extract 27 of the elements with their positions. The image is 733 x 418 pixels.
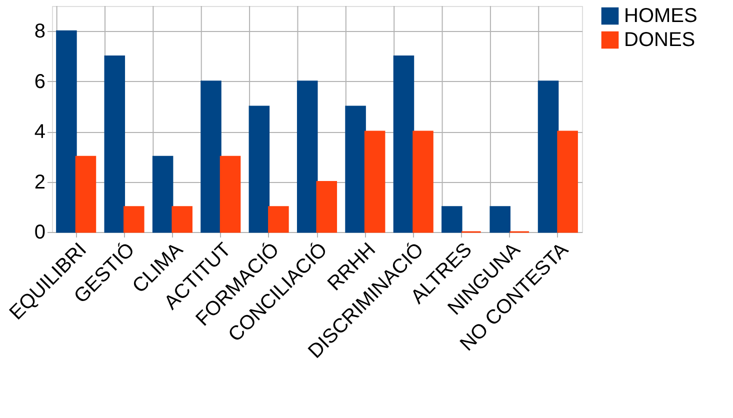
legend-label: DONES xyxy=(624,29,696,51)
bar xyxy=(124,206,144,233)
bar xyxy=(557,130,578,233)
bar xyxy=(75,156,96,233)
bar xyxy=(104,55,126,233)
bar xyxy=(248,106,270,233)
bar xyxy=(200,80,222,233)
bar xyxy=(152,156,174,233)
y-tick-label: 4 xyxy=(34,121,46,144)
bar xyxy=(56,30,77,233)
legend-label: HOMES xyxy=(624,5,698,27)
bar xyxy=(538,80,559,233)
bar xyxy=(490,206,510,233)
bar xyxy=(268,206,289,233)
bar xyxy=(220,156,241,233)
bar xyxy=(345,106,366,233)
y-tick-label: 2 xyxy=(34,171,46,194)
y-tick-label: 0 xyxy=(34,222,46,244)
y-tick-label: 8 xyxy=(34,20,46,43)
bar xyxy=(316,181,338,233)
bar xyxy=(393,55,414,233)
y-tick-label: 6 xyxy=(34,70,46,93)
bar xyxy=(296,80,318,233)
bar xyxy=(412,130,434,233)
bar xyxy=(442,206,462,233)
bar xyxy=(364,130,386,233)
bar xyxy=(172,206,192,233)
